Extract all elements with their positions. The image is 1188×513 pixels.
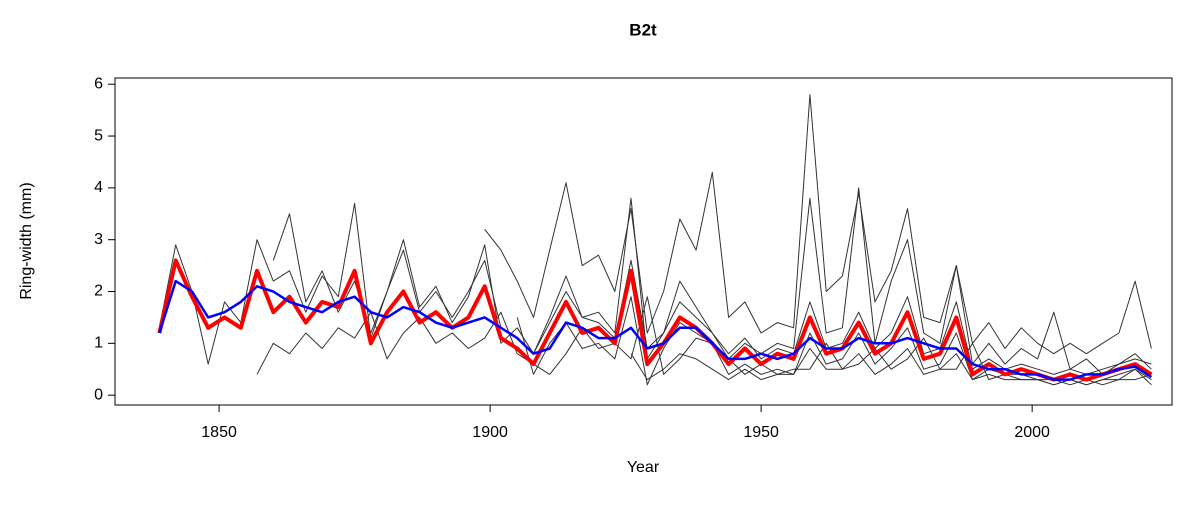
data-line xyxy=(484,94,1152,355)
plot-box xyxy=(114,77,1173,406)
plot-area xyxy=(157,94,1153,386)
x-axis-label: Year xyxy=(627,459,660,476)
chart-title: B2t xyxy=(629,20,657,39)
y-tick-label: 3 xyxy=(94,231,103,248)
x-tick-label: 2000 xyxy=(1014,424,1050,441)
data-line xyxy=(256,296,1152,386)
x-tick-label: 1900 xyxy=(472,424,508,441)
data-line xyxy=(157,258,1153,382)
y-tick-label: 5 xyxy=(94,127,103,144)
data-line xyxy=(516,296,1152,386)
y-tick-label: 4 xyxy=(94,179,103,196)
y-axis-label: Ring-width (mm) xyxy=(18,182,35,299)
y-tick-label: 1 xyxy=(94,335,103,352)
data-line xyxy=(272,187,1152,375)
y-tick-label: 2 xyxy=(94,283,103,300)
y-tick-label: 0 xyxy=(94,386,103,403)
x-tick-label: 1950 xyxy=(743,424,779,441)
x-tick-label: 1850 xyxy=(201,424,237,441)
data-line xyxy=(158,279,1153,381)
y-tick-label: 6 xyxy=(94,75,103,92)
data-line xyxy=(158,197,1152,375)
